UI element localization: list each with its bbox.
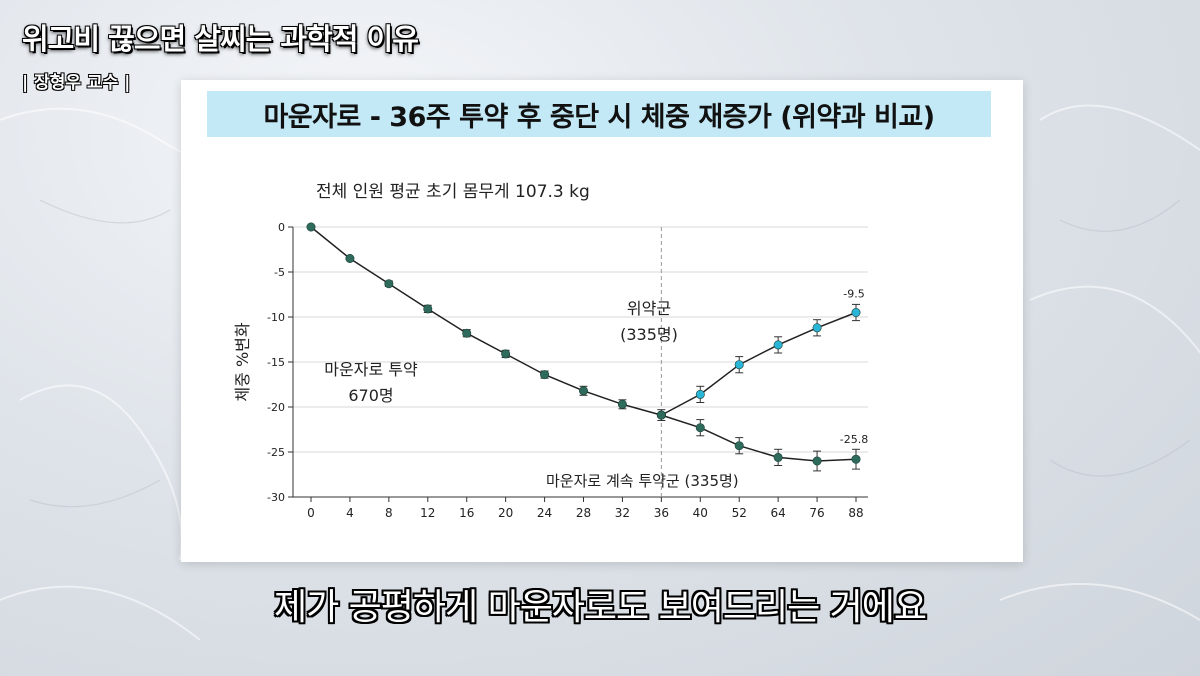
continued-end-value: -25.8 xyxy=(840,433,868,446)
data-point-lead-in xyxy=(306,222,316,232)
data-point-lead-in xyxy=(617,399,627,409)
slide-card: 마운자로 - 36주 투약 후 중단 시 체중 재증가 (위약과 비교) 전체 … xyxy=(181,80,1023,562)
data-point-placebo xyxy=(695,389,705,399)
placebo-count-label: (335명) xyxy=(620,325,678,344)
data-point-placebo xyxy=(773,340,783,350)
data-point-continued xyxy=(734,441,744,451)
data-point-continued xyxy=(695,423,705,433)
x-tick-label: 88 xyxy=(848,506,863,520)
x-tick-label: 8 xyxy=(385,506,393,520)
data-point-lead-in xyxy=(540,370,550,380)
data-point-continued xyxy=(812,456,822,466)
data-point-placebo xyxy=(812,323,822,333)
data-point-placebo xyxy=(851,308,861,318)
data-point-lead-in xyxy=(345,254,355,264)
x-tick-label: 40 xyxy=(693,506,708,520)
chart-subtitle: 전체 인원 평균 초기 몸무게 107.3 kg xyxy=(316,182,590,202)
y-tick-label: -10 xyxy=(267,311,285,324)
series-line-placebo xyxy=(661,311,857,416)
x-tick-label: 4 xyxy=(346,506,354,520)
x-tick-label: 28 xyxy=(576,506,591,520)
placebo-label: 위약군 xyxy=(627,299,671,318)
y-tick-label: -15 xyxy=(267,356,285,369)
data-point-continued xyxy=(656,410,666,420)
x-tick-label: 36 xyxy=(654,506,669,520)
data-point-continued xyxy=(851,454,861,464)
x-tick-label: 0 xyxy=(307,506,315,520)
data-point-lead-in xyxy=(384,279,394,289)
series-line-lead-in xyxy=(310,226,662,416)
y-tick-label: -30 xyxy=(267,491,285,504)
video-title: 위고비 끊으면 살찌는 과학적 이유 xyxy=(22,22,419,56)
data-point-lead-in xyxy=(501,349,511,359)
data-point-lead-in xyxy=(578,386,588,396)
x-tick-label: 24 xyxy=(537,506,552,520)
slide-banner-title: 마운자로 - 36주 투약 후 중단 시 체중 재증가 (위약과 비교) xyxy=(263,101,935,133)
x-tick-label: 16 xyxy=(459,506,474,520)
series-line-continued xyxy=(661,414,857,462)
data-point-continued xyxy=(773,452,783,462)
x-tick-label: 52 xyxy=(732,506,747,520)
x-tick-label: 76 xyxy=(809,506,824,520)
video-caption: 제가 공평하게 마운자로도 보여드리는 거에요 xyxy=(273,587,927,628)
y-axis-title: 체중 %변화 xyxy=(233,322,252,401)
slide-banner: 마운자로 - 36주 투약 후 중단 시 체중 재증가 (위약과 비교) xyxy=(207,91,991,137)
data-point-placebo xyxy=(734,360,744,370)
weight-change-chart: 전체 인원 평균 초기 몸무게 107.3 kg 0 -5 -10 -15 -20 -25 -… xyxy=(233,182,868,520)
x-tick-label: 32 xyxy=(615,506,630,520)
x-tick-label: 20 xyxy=(498,506,513,520)
lead-in-label: 마운자로 투약 xyxy=(324,360,418,379)
y-tick-label: -5 xyxy=(274,266,285,279)
continued-label: 마운자로 계속 투약군 (335명) xyxy=(546,472,739,490)
video-subtitle: | 장형우 교수 | xyxy=(22,73,131,93)
placebo-end-value: -9.5 xyxy=(843,288,864,301)
data-point-lead-in xyxy=(423,304,433,314)
x-tick-label: 64 xyxy=(771,506,786,520)
y-tick-label: 0 xyxy=(278,221,285,234)
y-tick-label: -20 xyxy=(267,401,285,414)
data-point-lead-in xyxy=(462,328,472,338)
y-tick-label: -25 xyxy=(267,446,285,459)
x-tick-label: 12 xyxy=(420,506,435,520)
lead-in-count-label: 670명 xyxy=(348,386,393,405)
